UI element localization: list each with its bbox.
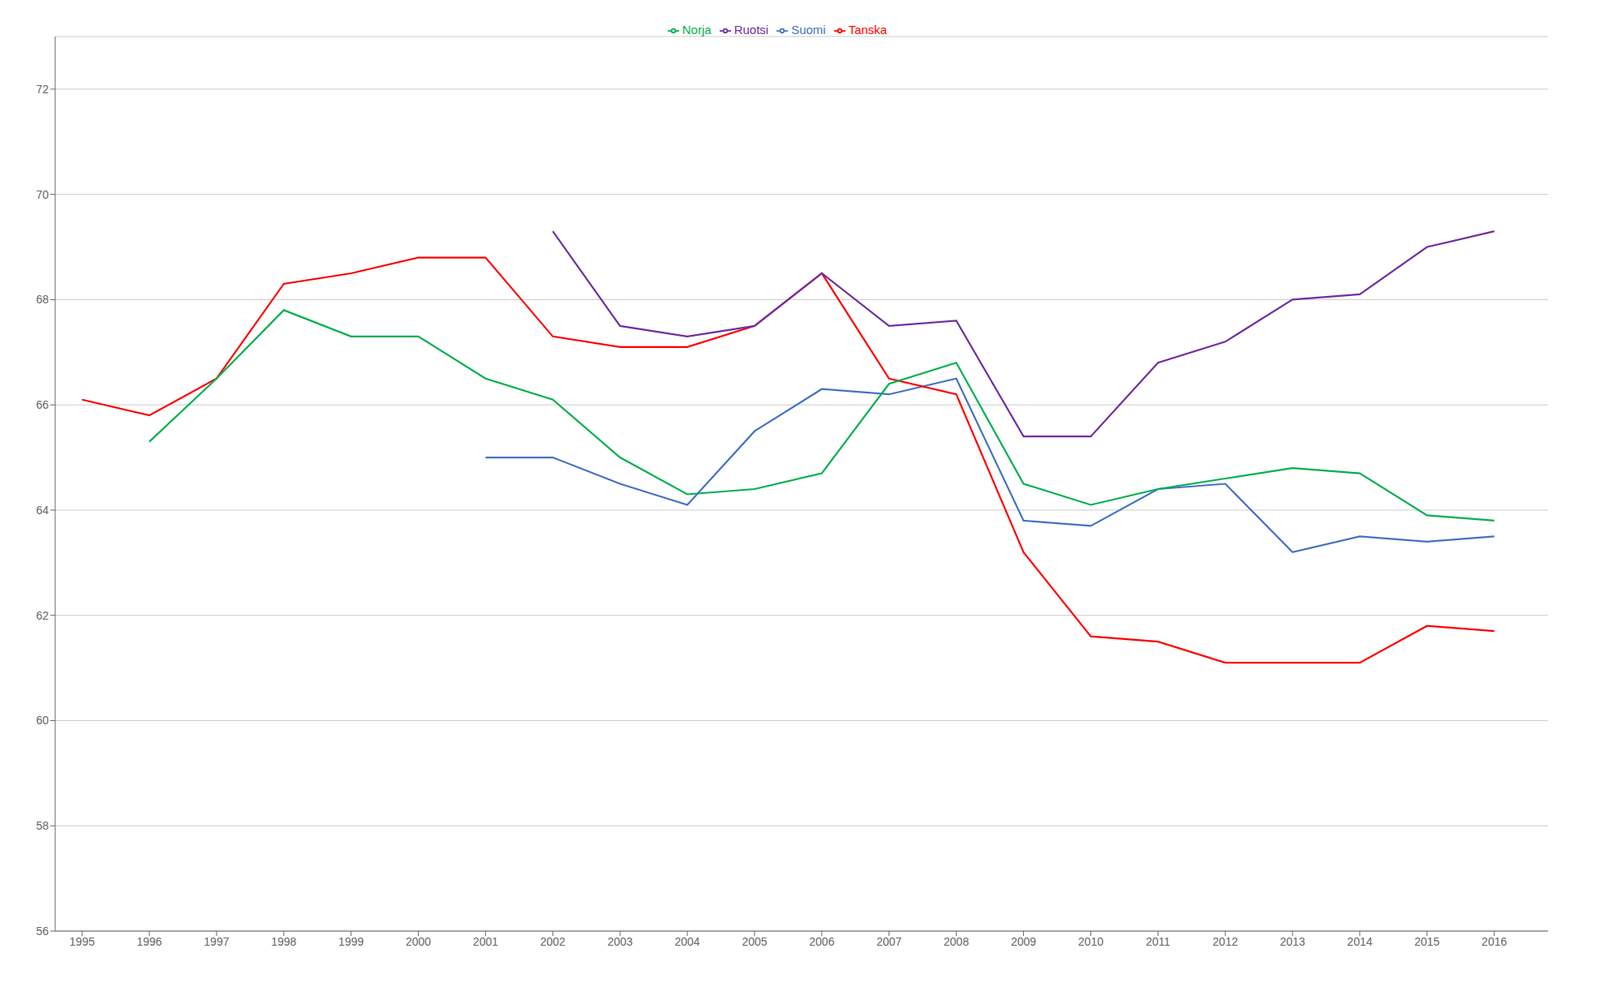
svg-text:2004: 2004 — [675, 935, 701, 949]
svg-text:2003: 2003 — [607, 935, 633, 949]
svg-text:66: 66 — [35, 398, 49, 412]
svg-text:58: 58 — [35, 819, 49, 833]
svg-text:2010: 2010 — [1078, 935, 1104, 949]
svg-text:2007: 2007 — [876, 935, 902, 949]
html-text:Tanska: Tanska — [848, 22, 887, 37]
svg-text:1996: 1996 — [136, 935, 162, 949]
svg-text:72: 72 — [35, 82, 49, 96]
svg-text:2001: 2001 — [473, 935, 499, 949]
svg-text:1998: 1998 — [270, 935, 297, 949]
svg-text:2013: 2013 — [1279, 935, 1305, 949]
svg-text:2015: 2015 — [1414, 935, 1440, 949]
svg-text:2006: 2006 — [808, 935, 835, 949]
svg-text:2011: 2011 — [1145, 935, 1170, 949]
svg-text:60: 60 — [35, 713, 49, 727]
svg-text:2009: 2009 — [1010, 935, 1037, 949]
svg-text:2008: 2008 — [943, 935, 969, 949]
svg-text:2016: 2016 — [1481, 935, 1507, 949]
svg-text:1997: 1997 — [203, 935, 229, 949]
html-text:Suomi: Suomi — [791, 22, 826, 37]
html-text:Ruotsi: Ruotsi — [733, 22, 769, 37]
svg-text:2014: 2014 — [1346, 935, 1373, 949]
svg-text:56: 56 — [35, 924, 49, 938]
svg-text:2000: 2000 — [405, 935, 431, 949]
svg-text:1999: 1999 — [338, 935, 364, 949]
svg-text:62: 62 — [35, 609, 49, 623]
svg-text:2002: 2002 — [540, 935, 566, 949]
html-text:Norja: Norja — [682, 22, 712, 37]
svg-text:64: 64 — [35, 503, 49, 517]
svg-text:2005: 2005 — [741, 935, 767, 949]
svg-text:1995: 1995 — [69, 935, 95, 949]
svg-text:70: 70 — [35, 188, 49, 202]
svg-text:2012: 2012 — [1212, 935, 1239, 949]
svg-text:68: 68 — [35, 292, 49, 306]
